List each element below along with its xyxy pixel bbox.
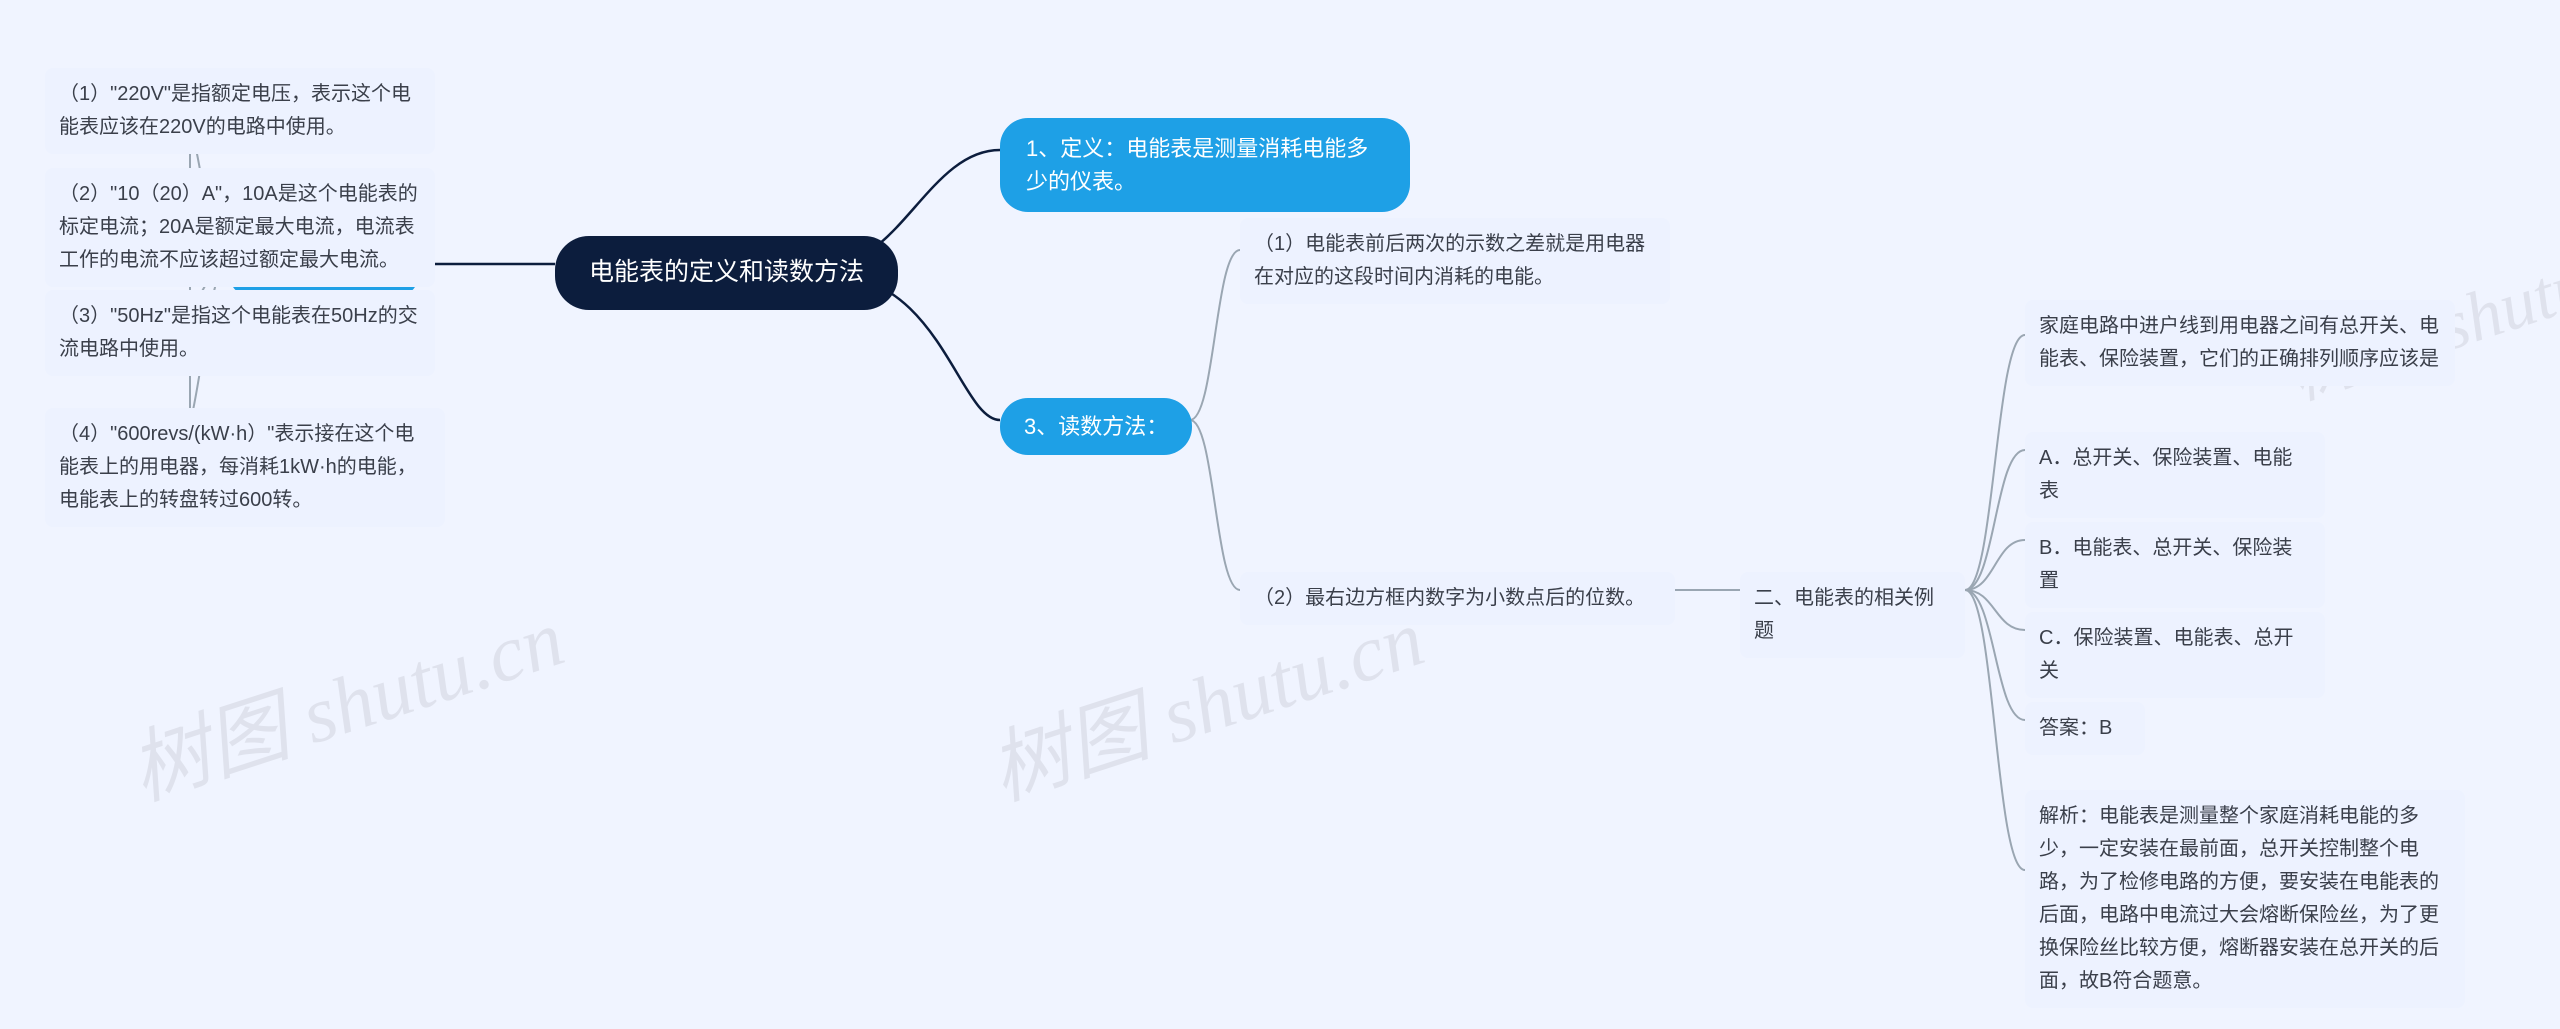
mindmap-canvas: 树图 shutu.cn 树图 shutu.cn 树图 shutu.cn 电能表的… [0, 0, 2560, 1029]
branch-definition-label: 1、定义：电能表是测量消耗电能多少的仪表。 [1026, 132, 1384, 198]
leaf-reading-2-text: （2）最右边方框内数字为小数点后的位数。 [1254, 587, 1645, 609]
leaf-param-1-text: （1）"220V"是指额定电压，表示这个电能表应该在220V的电路中使用。 [59, 83, 411, 138]
leaf-reading-2: （2）最右边方框内数字为小数点后的位数。 [1240, 572, 1675, 625]
branch-reading: 3、读数方法： [1000, 398, 1192, 455]
leaf-reading-1: （1）电能表前后两次的示数之差就是用电器在对应的这段时间内消耗的电能。 [1240, 218, 1670, 304]
leaf-option-c-text: C．保险装置、电能表、总开关 [2039, 627, 2293, 682]
leaf-param-1: （1）"220V"是指额定电压，表示这个电能表应该在220V的电路中使用。 [45, 68, 435, 154]
branch-reading-label: 3、读数方法： [1024, 410, 1168, 443]
leaf-param-2: （2）"10（20）A"，10A是这个电能表的标定电流；20A是额定最大电流，电… [45, 168, 435, 287]
leaf-analysis-text: 解析：电能表是测量整个家庭消耗电能的多少，一定安装在最前面，总开关控制整个电路，… [2039, 805, 2439, 992]
leaf-example-stem-text: 家庭电路中进户线到用电器之间有总开关、电能表、保险装置，它们的正确排列顺序应该是 [2039, 315, 2439, 370]
leaf-example-label-text: 二、电能表的相关例题 [1754, 587, 1934, 642]
branch-definition: 1、定义：电能表是测量消耗电能多少的仪表。 [1000, 118, 1410, 212]
watermark: 树图 shutu.cn [113, 573, 576, 822]
leaf-option-a: A．总开关、保险装置、电能表 [2025, 432, 2325, 518]
leaf-option-b-text: B．电能表、总开关、保险装置 [2039, 537, 2292, 592]
leaf-param-4-text: （4）"600revs/(kW·h）"表示接在这个电能表上的用电器，每消耗1kW… [59, 423, 417, 511]
leaf-option-b: B．电能表、总开关、保险装置 [2025, 522, 2325, 608]
leaf-option-a-text: A．总开关、保险装置、电能表 [2039, 447, 2292, 502]
leaf-param-3-text: （3）"50Hz"是指这个电能表在50Hz的交流电路中使用。 [59, 305, 418, 360]
leaf-option-c: C．保险装置、电能表、总开关 [2025, 612, 2325, 698]
leaf-example-stem: 家庭电路中进户线到用电器之间有总开关、电能表、保险装置，它们的正确排列顺序应该是 [2025, 300, 2455, 386]
leaf-param-3: （3）"50Hz"是指这个电能表在50Hz的交流电路中使用。 [45, 290, 435, 376]
leaf-answer-text: 答案：B [2039, 717, 2112, 739]
root-label: 电能表的定义和读数方法 [589, 254, 864, 292]
leaf-analysis: 解析：电能表是测量整个家庭消耗电能的多少，一定安装在最前面，总开关控制整个电路，… [2025, 790, 2465, 1008]
leaf-answer: 答案：B [2025, 702, 2145, 755]
leaf-example-label: 二、电能表的相关例题 [1740, 572, 1965, 658]
leaf-reading-1-text: （1）电能表前后两次的示数之差就是用电器在对应的这段时间内消耗的电能。 [1254, 233, 1645, 288]
root-node: 电能表的定义和读数方法 [555, 236, 898, 310]
leaf-param-4: （4）"600revs/(kW·h）"表示接在这个电能表上的用电器，每消耗1kW… [45, 408, 445, 527]
leaf-param-2-text: （2）"10（20）A"，10A是这个电能表的标定电流；20A是额定最大电流，电… [59, 183, 418, 271]
